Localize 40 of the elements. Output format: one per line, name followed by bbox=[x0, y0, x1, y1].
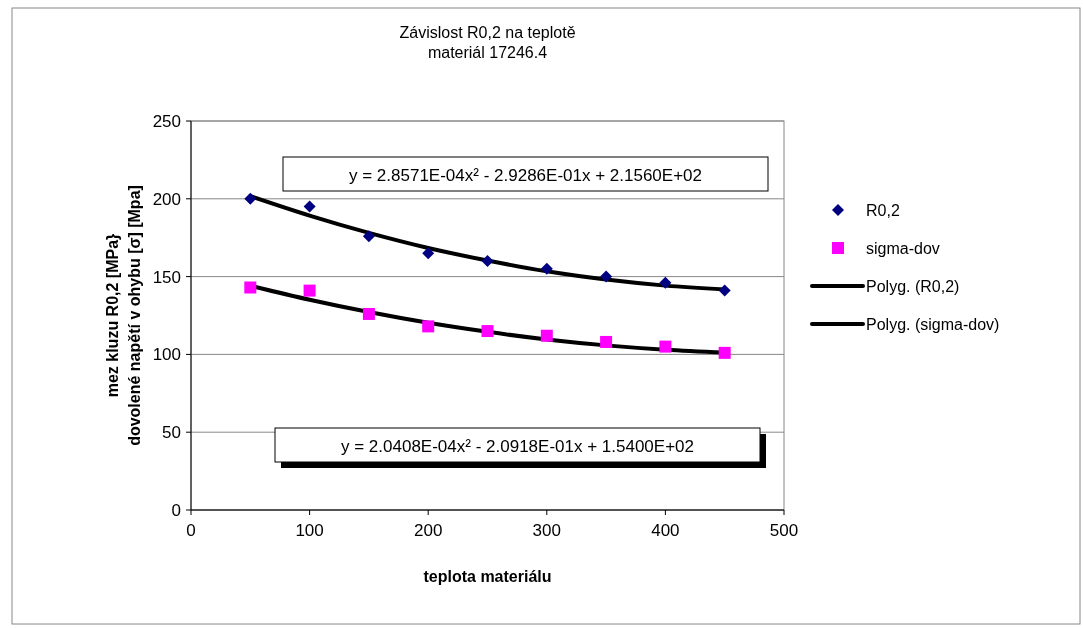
point bbox=[600, 335, 613, 348]
x-tick-label: 100 bbox=[295, 521, 324, 540]
y-tick-label: 200 bbox=[152, 189, 181, 209]
chart-title: Závislost R0,2 na teplotě bbox=[399, 24, 576, 41]
y-tick-label: 0 bbox=[171, 501, 181, 520]
point bbox=[481, 325, 494, 338]
point bbox=[422, 247, 435, 260]
x-tick-label: 200 bbox=[414, 521, 443, 540]
legend-label: R0,2 bbox=[866, 202, 900, 219]
point bbox=[659, 276, 672, 289]
x-tick-label: 300 bbox=[532, 521, 561, 540]
point bbox=[244, 192, 257, 205]
x-tick-label: 0 bbox=[186, 521, 196, 540]
point bbox=[422, 320, 435, 333]
y-tick-label: 50 bbox=[162, 423, 181, 443]
point bbox=[303, 284, 316, 297]
point bbox=[659, 340, 672, 353]
legend-label: sigma-dov bbox=[866, 240, 940, 257]
point bbox=[540, 262, 553, 275]
y-tick-label: 100 bbox=[152, 345, 181, 365]
x-tick-label: 400 bbox=[651, 521, 680, 540]
x-axis-title: teplota materiálu bbox=[423, 568, 552, 585]
legend-label: Polyg. (R0,2) bbox=[866, 278, 960, 295]
point bbox=[600, 270, 613, 283]
point bbox=[718, 284, 731, 297]
legend-label: Polyg. (sigma-dov) bbox=[866, 316, 1000, 333]
x-tick-label: 500 bbox=[769, 521, 799, 540]
point bbox=[362, 230, 375, 243]
chart-subtitle: materiál 17246.4 bbox=[427, 44, 548, 61]
point bbox=[540, 329, 553, 342]
annotation: y = 2.8571E-04x² - 2.9286E-01x + 2.1560E+02 bbox=[349, 166, 702, 185]
annotation: y = 2.0408E-04x² - 2.0918E-01x + 1.5400E+02 bbox=[341, 437, 694, 456]
y-axis-title: mez kluzu R0,2 [MPa} dovolené napětí v ohybu [σ] [Mpa] bbox=[104, 185, 143, 446]
y-tick-label: 250 bbox=[152, 112, 181, 131]
point bbox=[303, 200, 316, 213]
point bbox=[718, 346, 731, 359]
point bbox=[362, 307, 375, 320]
point bbox=[244, 281, 257, 294]
y-tick-label: 150 bbox=[152, 267, 181, 287]
point bbox=[481, 255, 494, 268]
